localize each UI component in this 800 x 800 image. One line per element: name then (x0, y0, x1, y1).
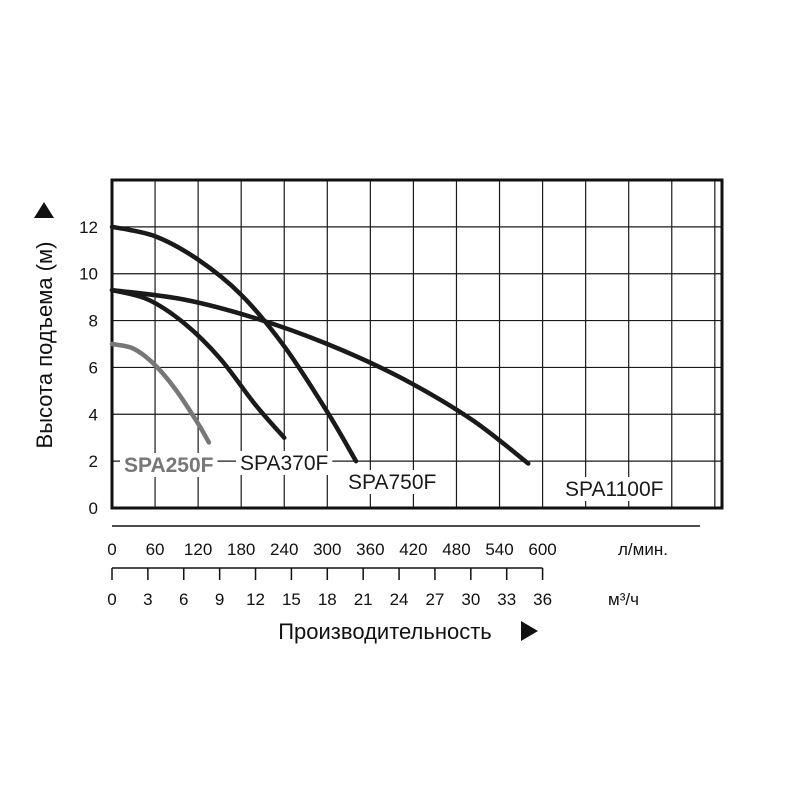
series-label-bg (236, 451, 333, 475)
m3h-tick-label: 12 (246, 590, 265, 609)
y-tick-label: 12 (79, 218, 98, 237)
x-axis-lpm: 0 60 120 180 240 300 360 420 480 540 600 л/мин. (107, 525, 700, 559)
m3h-tick-label: 24 (390, 590, 409, 609)
m3h-tick-label: 21 (354, 590, 373, 609)
y-axis-title-group: Высота подъема (м) (32, 242, 57, 449)
m3h-tick-label: 27 (425, 590, 444, 609)
y-axis-title: Высота подъема (м) (32, 242, 57, 449)
lpm-tick-label: 480 (442, 540, 470, 559)
grid (112, 180, 722, 508)
series-label-bg (120, 453, 218, 477)
m3h-tick-label: 9 (215, 590, 224, 609)
lpm-tick-label: 240 (270, 540, 298, 559)
lpm-tick-label: 600 (528, 540, 556, 559)
lpm-tick-label: 0 (107, 540, 116, 559)
y-tick-label: 4 (89, 405, 98, 424)
lpm-tick-label: 540 (485, 540, 513, 559)
lpm-tick-label: 180 (227, 540, 255, 559)
series-label-bg (561, 477, 668, 501)
y-tick-label: 6 (89, 358, 98, 377)
curve-spa1100f (109, 287, 531, 466)
y-axis-ticks: 0 2 4 6 8 10 12 (79, 218, 98, 518)
series-labels: SPA250F SPA370F SPA750F SPA1100F (120, 451, 668, 501)
y-axis-arrow-icon (34, 202, 54, 218)
x-axis-title: Производительность (278, 619, 492, 644)
m3h-tick-label: 15 (282, 590, 301, 609)
m3h-tick-label: 0 (107, 590, 116, 609)
series-label-spa750f: SPA750F (348, 471, 436, 494)
m3h-tick-label: 36 (533, 590, 552, 609)
y-tick-label: 2 (89, 452, 98, 471)
x-axis-m3h: 0 3 6 9 12 15 18 21 24 27 30 33 36 м³/ч (107, 567, 639, 609)
y-tick-label: 10 (79, 265, 98, 284)
y-tick-label: 8 (89, 312, 98, 331)
lpm-tick-label: 120 (184, 540, 212, 559)
curve-spa370f (109, 287, 287, 440)
x-axis-arrow-icon (521, 621, 538, 641)
lpm-tick-label: 300 (313, 540, 341, 559)
lpm-unit-label: л/мин. (618, 540, 668, 559)
m3h-unit-label: м³/ч (608, 590, 639, 609)
lpm-tick-label: 360 (356, 540, 384, 559)
lpm-tick-label: 60 (146, 540, 165, 559)
m3h-tick-label: 33 (497, 590, 516, 609)
series-label-bg (344, 470, 441, 494)
series-label-spa370f: SPA370F (240, 452, 328, 475)
curve-spa250f (109, 341, 212, 445)
series-label-spa250f: SPA250F (124, 454, 214, 477)
m3h-tick-label: 18 (318, 590, 337, 609)
curves (109, 224, 531, 466)
y-tick-label: 0 (89, 499, 98, 518)
m3h-tick-label: 3 (143, 590, 152, 609)
m3h-tick-label: 30 (461, 590, 480, 609)
lpm-tick-label: 420 (399, 540, 427, 559)
series-label-spa1100f: SPA1100F (565, 478, 663, 501)
curve-spa750f (109, 224, 359, 464)
m3h-tick-label: 6 (179, 590, 188, 609)
